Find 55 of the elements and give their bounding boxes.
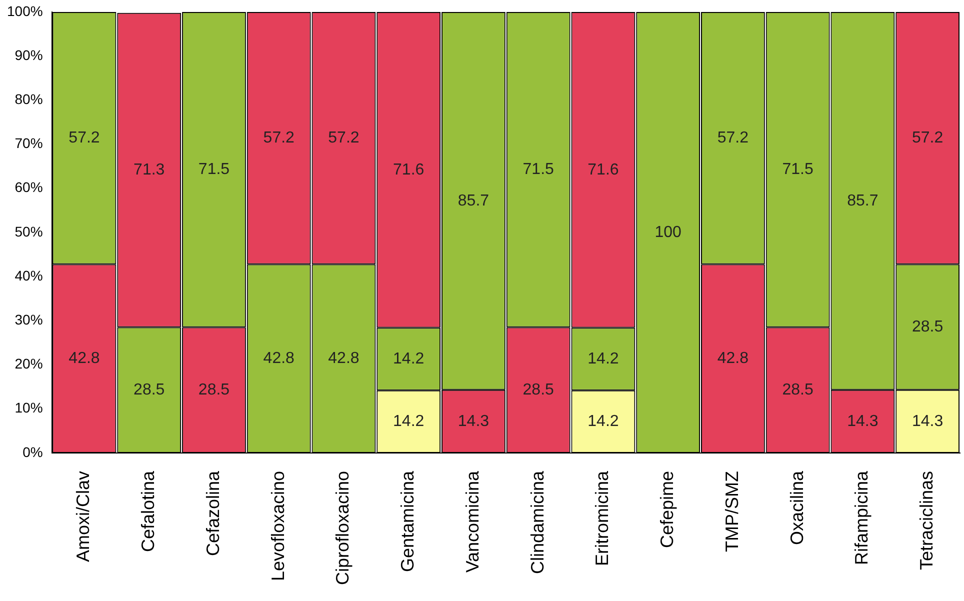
data-label: 85.7 <box>847 192 878 210</box>
data-label: 71.5 <box>782 161 814 178</box>
data-label: 85.7 <box>458 192 490 210</box>
data-label: 71.3 <box>134 161 165 178</box>
data-label: 14.3 <box>847 412 878 430</box>
data-label: 71.5 <box>522 161 554 178</box>
x-tick-label: Vancomicina <box>462 470 482 573</box>
x-tick-label: TMP/SMZ <box>722 470 742 552</box>
x-tick-label: Oxacilina <box>786 470 807 545</box>
y-tick-label: 20% <box>14 356 43 372</box>
data-label: 28.5 <box>912 318 944 336</box>
data-label: 42.8 <box>717 350 749 367</box>
data-label: 71.5 <box>198 161 230 178</box>
data-label: 71.6 <box>588 161 619 178</box>
data-label: 28.5 <box>782 382 814 399</box>
x-tick-label: Cefazolina <box>202 470 223 556</box>
x-tick-label: Rifampicina <box>852 470 872 565</box>
y-tick-label: 50% <box>14 223 43 240</box>
y-tick-label: 90% <box>14 46 43 63</box>
data-label: 57.2 <box>263 130 295 147</box>
data-label: 71.6 <box>393 161 424 178</box>
data-label: 14.3 <box>912 412 944 430</box>
y-tick-label: 0% <box>22 444 43 460</box>
data-label: 14.2 <box>588 350 619 368</box>
data-label: 57.2 <box>328 130 360 147</box>
y-tick-label: 100% <box>6 2 43 19</box>
y-tick-label: 10% <box>14 400 43 416</box>
x-tick-label: Gentamicina <box>398 470 418 572</box>
x-tick-label: Cefepime <box>657 470 678 548</box>
data-label: 42.8 <box>263 350 295 367</box>
data-label: 28.5 <box>522 382 554 399</box>
x-tick-label: Cefalotina <box>138 470 158 552</box>
x-tick-label: Amoxi/Clav <box>73 470 94 562</box>
data-label: 14.3 <box>458 412 490 430</box>
y-tick-label: 40% <box>14 267 43 284</box>
y-tick-label: 80% <box>14 91 43 108</box>
data-label: 57.2 <box>68 130 100 147</box>
x-tick-label: Eritromicina <box>592 470 612 566</box>
x-tick-label: Ciprofloxacino <box>332 470 353 586</box>
y-tick-label: 30% <box>14 312 43 328</box>
data-label: 42.8 <box>328 350 360 367</box>
data-label: 28.5 <box>134 382 165 399</box>
data-label: 57.2 <box>912 130 944 147</box>
data-label: 14.2 <box>588 413 619 430</box>
data-label: 57.2 <box>717 130 749 147</box>
x-tick-label: Tetraciclinas <box>916 470 937 570</box>
data-label: 14.2 <box>393 350 424 368</box>
data-label: 42.8 <box>68 350 100 367</box>
data-label: 14.2 <box>393 413 424 430</box>
x-tick-label: Levofloxacino <box>268 470 288 582</box>
y-tick-label: 70% <box>14 135 43 152</box>
x-tick-label: Clindamicina <box>527 470 548 574</box>
y-tick-label: 60% <box>14 179 43 196</box>
data-label: 100 <box>654 224 682 241</box>
data-label: 28.5 <box>198 382 230 399</box>
